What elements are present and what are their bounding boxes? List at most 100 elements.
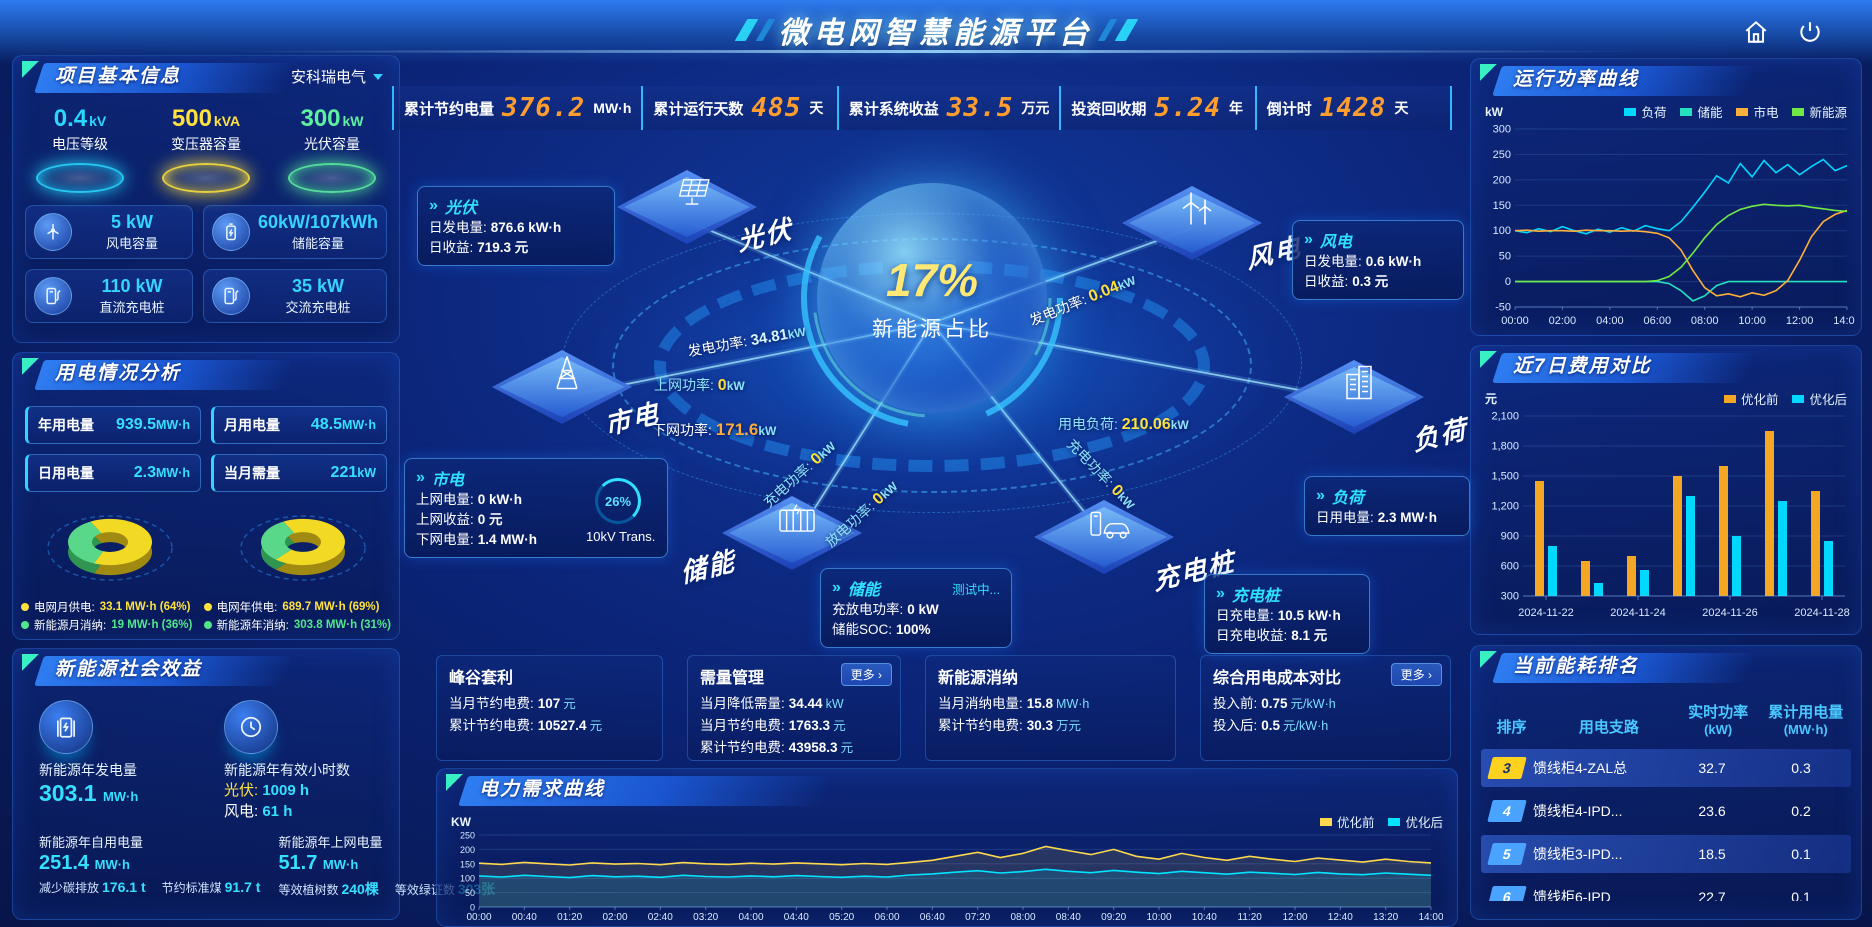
table-row[interactable]: 6 馈线柜6-IPD 22.7 0.1	[1481, 878, 1851, 901]
table-column-header: 累计用电量 (MW·h)	[1768, 704, 1844, 737]
usage-stat: 年用电量 939.5MW·h	[25, 406, 201, 444]
title-deco-slash	[1097, 19, 1117, 41]
svg-text:04:00: 04:00	[738, 912, 763, 923]
svg-text:300: 300	[1493, 124, 1511, 136]
svg-text:1,800: 1,800	[1491, 441, 1519, 453]
infobox-title: » 市电	[416, 469, 464, 489]
svg-text:06:00: 06:00	[874, 912, 899, 923]
platform-stats: 0.4 kV 电压等级 500 kVA 变压器容量 300 kW 光伏容量	[13, 97, 399, 193]
y-axis-unit: 元	[1485, 392, 1498, 406]
legend-swatch	[1792, 394, 1805, 403]
card-title: 综合用电成本对比	[1213, 670, 1342, 687]
benefit-sub-value: 51.7 MW·h	[278, 852, 359, 874]
legend-swatch	[1624, 107, 1637, 116]
panel-header: 运行功率曲线	[1477, 64, 1855, 100]
panel-power-curve: 运行功率曲线 kW 负荷 储能 市电 新能源 300 250 200 150 100 50 0 -5…	[1470, 58, 1862, 336]
panel-title: 电力需求曲线	[479, 779, 606, 800]
benefit-row: 新能源年发电量 303.1 MW·h 新能源年有效小时数 光伏: 1009 h 风电:…	[13, 690, 399, 822]
ac-charger-icon	[211, 277, 250, 315]
benefit-sub-stat: 减少碳排放 176.1 t	[39, 879, 146, 895]
legend-item[interactable]: 新能源	[1792, 102, 1847, 121]
infobox-pv: » 光伏 日发电量: 876.6 kW·h 日收益: 719.3 元	[417, 186, 615, 266]
svg-text:00:00: 00:00	[466, 912, 491, 923]
realtime-power: 32.7	[1698, 760, 1726, 776]
donut-legend: 电网月供电: 33.1 MW·h (64%) 电网年供电: 689.7 MW·h…	[13, 597, 399, 635]
kpi-value: 33.5	[946, 93, 1014, 123]
capacity-box: 5 kW 风电容量	[25, 205, 193, 259]
platform-label: 变压器容量	[171, 136, 241, 152]
legend-item[interactable]: 优化后	[1792, 389, 1847, 408]
home-button[interactable]	[1738, 14, 1774, 50]
node-storage[interactable]: 储能	[679, 496, 872, 589]
rank-badge: 5	[1487, 843, 1527, 865]
kpi-item: 累计运行天数 485 天	[641, 86, 836, 130]
legend-item[interactable]: 储能	[1680, 102, 1722, 121]
rank-badge: 4	[1487, 800, 1527, 822]
kpi-label: 投资回收期	[1071, 100, 1147, 118]
table-row[interactable]: 3 馈线柜4-ZAL总 32.7 0.3	[1481, 749, 1851, 787]
company-dropdown-value: 安科瑞电气	[290, 69, 366, 86]
company-dropdown[interactable]: 安科瑞电气	[291, 66, 383, 87]
title-deco-slash	[734, 19, 758, 41]
svg-text:06:40: 06:40	[920, 912, 945, 923]
more-button[interactable]: 更多 ›	[1390, 663, 1442, 686]
table-row[interactable]: 4 馈线柜4-IPD... 23.6 0.2	[1481, 792, 1851, 830]
panel-cost-compare: 近7日费用对比 元 优化前 优化后 2,100 1,800 1,500 1,200 900…	[1470, 345, 1862, 635]
y-axis-unit: kW	[1485, 104, 1503, 119]
kpi-unit: 万元	[1021, 100, 1050, 116]
infobox-title: » 负荷	[1316, 487, 1364, 507]
usage-stat-label: 日用电量	[38, 465, 94, 481]
usage-stat: 月用电量 48.5MW·h	[211, 406, 387, 444]
svg-text:04:40: 04:40	[784, 912, 809, 923]
power-button[interactable]	[1792, 14, 1828, 50]
svg-text:12:00: 12:00	[1282, 912, 1307, 923]
infobox-title: » 充电桩	[1216, 585, 1280, 605]
ranking-table-body[interactable]: 3 馈线柜4-ZAL总 32.7 0.3 4 馈线柜4-IPD... 23.6 …	[1471, 749, 1861, 901]
legend-label: 新能源月消纳:	[34, 620, 107, 632]
platform-value: 0.4 kV	[53, 105, 107, 132]
node-load[interactable]: 负荷	[1284, 360, 1469, 457]
svg-text:08:00: 08:00	[1010, 912, 1035, 923]
capacity-label: 风电容量	[105, 236, 158, 251]
clock-icon	[224, 700, 278, 754]
donut-chart	[35, 496, 185, 597]
ranking-table-header: 排序 用电支路 实时功率 (kW) 累计用电量 (MW·h)	[1471, 687, 1861, 743]
benefit-cell: 新能源年有效小时数 光伏: 1009 h 风电: 61 h	[206, 700, 391, 822]
legend-item[interactable]: 市电	[1736, 102, 1778, 121]
card-title: 需量管理	[700, 670, 765, 687]
legend-item[interactable]: 优化后	[1388, 812, 1443, 831]
kpi-unit: 天	[809, 100, 824, 116]
legend-item[interactable]: 优化前	[1319, 812, 1374, 831]
svg-text:12:00: 12:00	[1786, 315, 1814, 327]
legend-value: 33.1 MW·h (64%)	[99, 601, 191, 613]
svg-text:0: 0	[1505, 276, 1511, 288]
legend-dot	[21, 621, 29, 629]
capacity-box: 35 kW 交流充电桩	[202, 269, 387, 323]
new-energy-share-label: 新能源占比	[872, 318, 992, 341]
svg-text:100: 100	[1493, 225, 1511, 237]
platform-value: 500 kVA	[171, 105, 241, 132]
gauge-ring: 26%	[595, 478, 641, 524]
capacity-grid: 5 kW 风电容量 60kW/107kWh 储能容量 110 kW 直流充电桩 …	[13, 193, 399, 335]
node-wind[interactable]: 风电	[1122, 186, 1303, 275]
usage-stats: 年用电量 939.5MW·h 月用电量 48.5MW·h 日用电量 2.3MW·…	[13, 394, 399, 492]
legend-item[interactable]: 负荷	[1624, 102, 1666, 121]
node-charger[interactable]: 充电桩	[1034, 500, 1237, 596]
panel-title: 当前能耗排名	[1513, 656, 1640, 677]
legend-item[interactable]: 优化前	[1723, 389, 1778, 408]
chart-top-row: kW 负荷 储能 市电 新能源	[1471, 100, 1861, 121]
more-button[interactable]: 更多 ›	[840, 663, 892, 686]
panel-usage-analysis: 用电情况分析 年用电量 939.5MW·h 月用电量 48.5MW·h 日用电量…	[12, 352, 400, 640]
branch-name: 馈线柜6-IPD	[1533, 889, 1611, 901]
infobox-title: » 光伏	[429, 197, 477, 217]
title-deco-slash	[755, 19, 775, 41]
infobox-title: » 风电	[1304, 231, 1352, 251]
node-grid[interactable]: 市电	[492, 350, 661, 441]
table-row[interactable]: 5 馈线柜3-IPD... 18.5 0.1	[1481, 835, 1851, 873]
ev-charger-icon	[1087, 507, 1131, 546]
node-pv[interactable]: 光伏	[617, 170, 794, 257]
infobox-lines: 日用电量: 2.3 MW·h	[1316, 508, 1458, 528]
y-axis-unit: KW	[451, 814, 471, 829]
benefit-sub-stat: 节约标准煤 91.7 t	[161, 879, 261, 895]
